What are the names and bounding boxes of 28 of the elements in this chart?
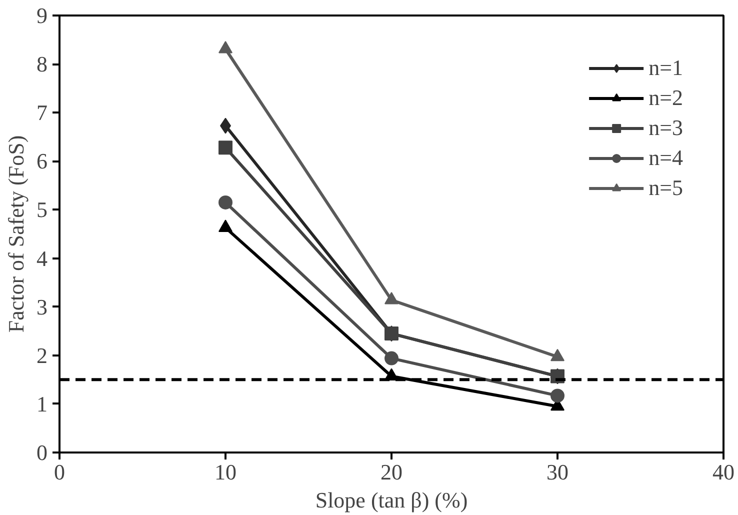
- y-tick-label: 3: [36, 294, 48, 320]
- y-tick-label: 1: [36, 391, 48, 416]
- point: [218, 140, 232, 155]
- y-tick-label: 5: [36, 197, 48, 222]
- x-tick-label: 0: [54, 460, 65, 484]
- point: [550, 388, 564, 403]
- y-tick-label: 6: [36, 148, 48, 174]
- legend-label: n=2: [648, 85, 683, 111]
- legend-label: n=1: [648, 55, 683, 81]
- x-tick-label: 30: [546, 460, 568, 484]
- y-tick-label: 0: [36, 440, 48, 465]
- y-tick-label: 2: [36, 342, 48, 368]
- y-axis-title: Factor of Safety (FoS): [4, 135, 28, 333]
- y-tick-label: 7: [36, 100, 48, 126]
- point: [550, 348, 564, 362]
- point: [218, 195, 232, 210]
- y-tick-label: 8: [36, 52, 48, 77]
- y-tick-label: 4: [36, 246, 48, 271]
- x-tick-label: 20: [380, 460, 402, 484]
- point: [384, 351, 398, 366]
- legend-label: n=4: [648, 145, 683, 171]
- legend-label: n=5: [648, 175, 683, 201]
- legend-label: n=3: [648, 115, 683, 141]
- x-tick-label: 40: [712, 460, 734, 484]
- y-tick-label: 9: [36, 3, 48, 28]
- point: [384, 292, 398, 304]
- x-axis-title: Slope (tan β) (%): [315, 488, 468, 512]
- x-tick-label: 10: [214, 460, 236, 484]
